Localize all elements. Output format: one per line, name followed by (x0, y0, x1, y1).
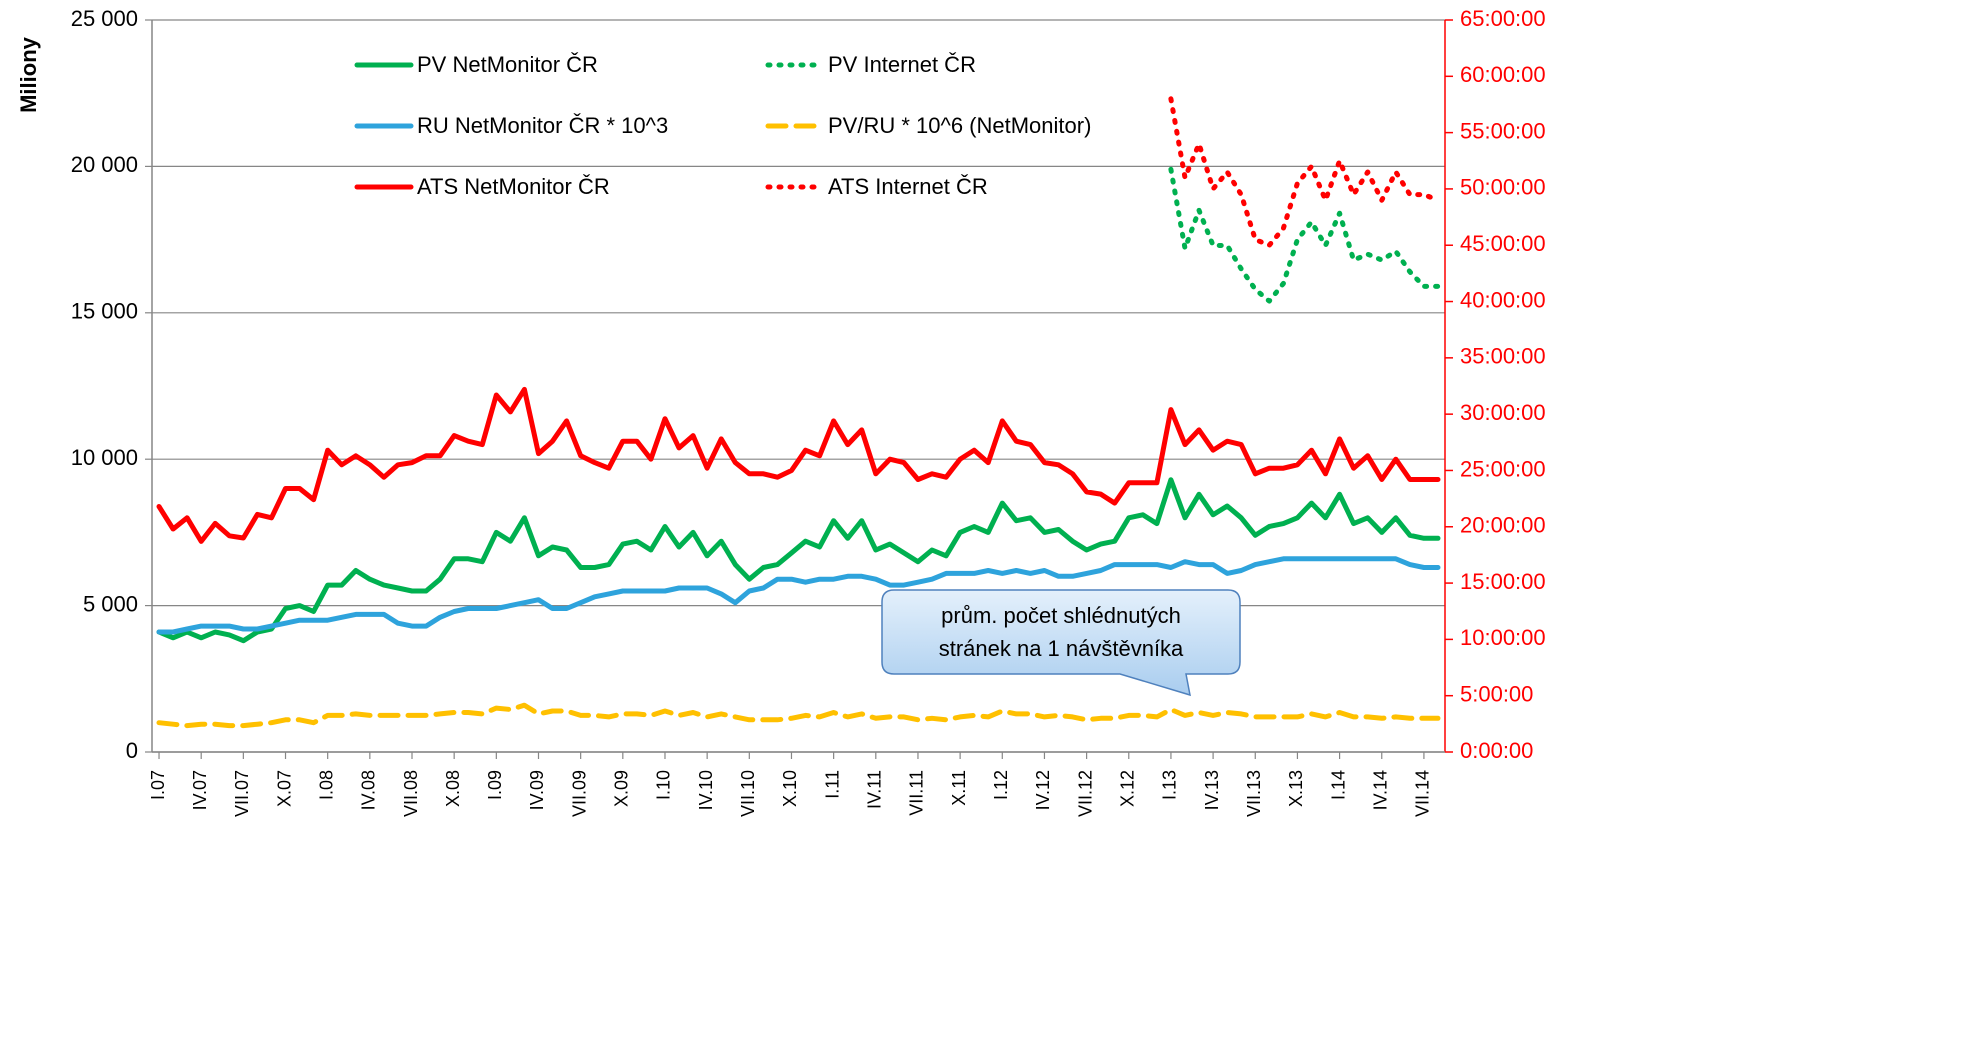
y2-tick-label: 25:00:00 (1460, 456, 1546, 481)
legend-label: ATS Internet ČR (828, 174, 988, 199)
y2-tick-label: 30:00:00 (1460, 400, 1546, 425)
legend-label: PV Internet ČR (828, 52, 976, 77)
x-tick-label: IV.13 (1202, 770, 1222, 810)
x-tick-label: IV.12 (1033, 770, 1053, 810)
x-tick-label: I.13 (1160, 770, 1180, 800)
x-tick-label: I.08 (316, 770, 336, 800)
x-tick-label: IV.10 (696, 770, 716, 810)
y2-tick-label: 0:00:00 (1460, 738, 1533, 763)
y2-tick-label: 60:00:00 (1460, 62, 1546, 87)
line-series (156, 702, 1441, 729)
x-tick-label: VII.07 (232, 770, 252, 817)
x-tick-label: VII.11 (907, 770, 927, 816)
x-tick-label: X.10 (780, 770, 800, 807)
callout: prům. počet shlédnutých stránek na 1 návš… (881, 589, 1241, 697)
x-tick-label: X.11 (949, 770, 969, 806)
x-tick-label: VII.08 (401, 770, 421, 817)
y-tick-label: 0 (126, 738, 138, 763)
x-tick-label: I.09 (485, 770, 505, 800)
line-series (1168, 166, 1441, 304)
callout-box (881, 589, 1241, 697)
y2-tick-label: 20:00:00 (1460, 513, 1546, 538)
x-tick-label: I.11 (822, 770, 842, 799)
y-tick-label: 25 000 (71, 6, 138, 31)
x-tick-label: X.09 (612, 770, 632, 807)
line-series (156, 556, 1441, 635)
callout-text: stránek na 1 návštěvníka (939, 636, 1184, 661)
x-tick-label: X.12 (1118, 770, 1138, 807)
x-tick-label: I.07 (148, 770, 168, 800)
y2-tick-label: 10:00:00 (1460, 625, 1546, 650)
x-tick-label: I.14 (1328, 770, 1348, 800)
x-tick-label: X.13 (1286, 770, 1306, 807)
legend-label: ATS NetMonitor ČR (417, 174, 610, 199)
legend-label: PV NetMonitor ČR (417, 52, 598, 77)
line-series (1168, 96, 1441, 248)
x-tick-label: IV.11 (865, 770, 885, 809)
x-tick-label: IV.07 (190, 770, 210, 810)
y2-tick-label: 50:00:00 (1460, 175, 1546, 200)
legend-label: RU NetMonitor ČR * 10^3 (417, 113, 668, 138)
x-tick-label: I.12 (991, 770, 1011, 800)
x-tick-label: I.10 (654, 770, 674, 800)
y-tick-label: 5 000 (83, 591, 138, 616)
y-tick-label: 10 000 (71, 445, 138, 470)
x-tick-label: X.08 (443, 770, 463, 807)
x-tick-label: X.07 (274, 770, 294, 807)
y2-tick-label: 40:00:00 (1460, 287, 1546, 312)
y2-tick-label: 55:00:00 (1460, 118, 1546, 143)
y2-tick-label: 45:00:00 (1460, 231, 1546, 256)
x-tick-label: VII.14 (1413, 770, 1433, 817)
x-tick-label: VII.13 (1244, 770, 1264, 817)
y2-tick-label: 35:00:00 (1460, 344, 1546, 369)
x-tick-label: VII.09 (569, 770, 589, 817)
x-tick-label: IV.09 (527, 770, 547, 810)
line-series (156, 386, 1441, 544)
y2-tick-label: 5:00:00 (1460, 682, 1533, 707)
y-tick-label: 15 000 (71, 299, 138, 324)
line-series (156, 477, 1441, 644)
x-tick-label: IV.08 (359, 770, 379, 810)
legend-label: PV/RU * 10^6 (NetMonitor) (828, 113, 1091, 138)
x-tick-label: VII.12 (1075, 770, 1095, 817)
callout-text: prům. počet shlédnutých (941, 603, 1181, 628)
y-tick-label: 20 000 (71, 152, 138, 177)
y2-tick-label: 15:00:00 (1460, 569, 1546, 594)
y2-tick-label: 65:00:00 (1460, 6, 1546, 31)
y-axis-label: Miliony (16, 36, 41, 113)
x-tick-label: IV.14 (1371, 770, 1391, 810)
x-tick-label: VII.10 (738, 770, 758, 817)
